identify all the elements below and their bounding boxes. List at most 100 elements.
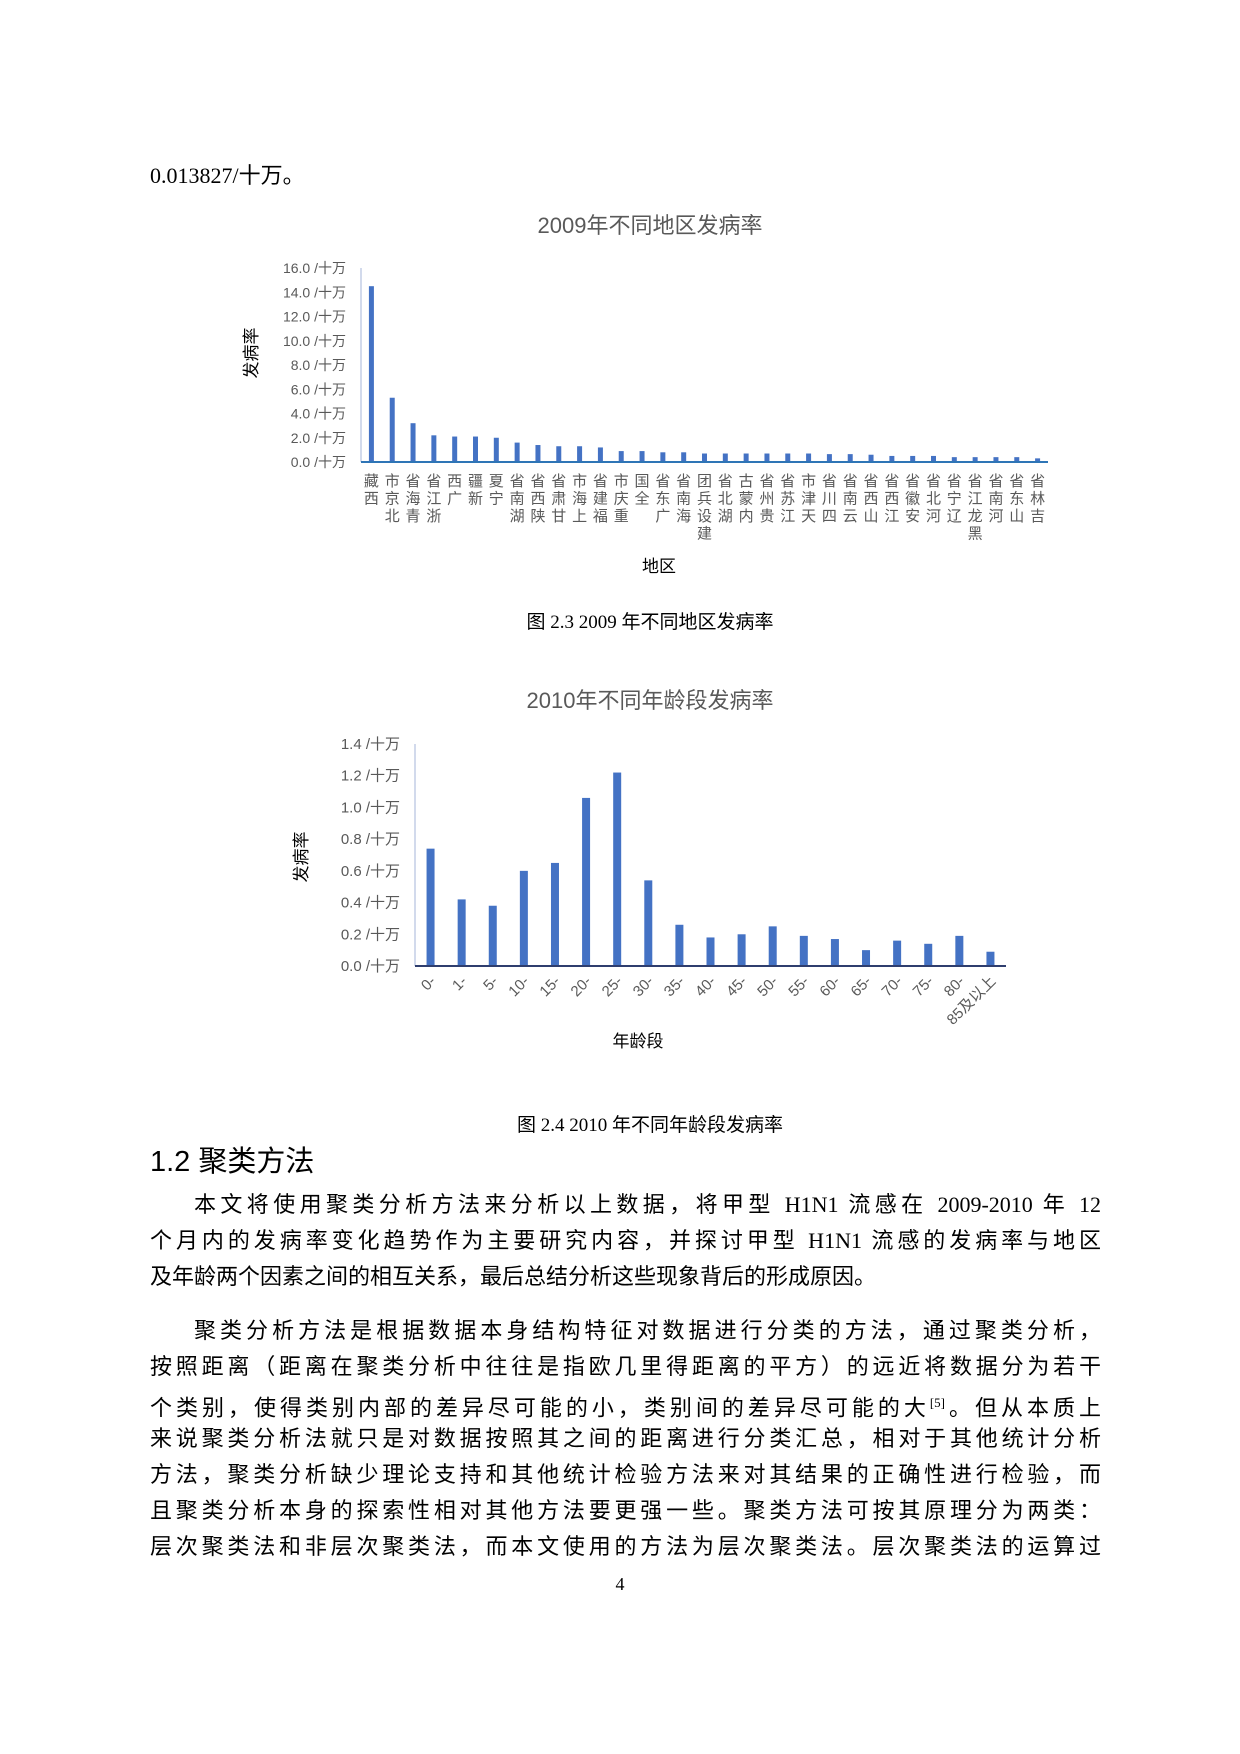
x-tick-label: 夏宁 (489, 473, 504, 508)
section-heading: 1.2 聚类方法 (150, 1146, 315, 1178)
paragraph-2-line: 层次聚类法和非层次聚类法，而本文使用的方法为层次聚类法。层次聚类法的运算过 (150, 1534, 1101, 1559)
bar (785, 453, 791, 462)
x-tick-label: 省海青 (406, 473, 421, 525)
paragraph-2-line: 方法，聚类分析缺少理论支持和其他统计检验方法来对其结果的正确性进行检验，而 (150, 1462, 1101, 1487)
bar (389, 397, 395, 462)
y-tick-label: 0.6 /十万 (341, 863, 400, 880)
y-tick-label: 1.4 /十万 (341, 736, 400, 753)
x-tick-label: 35- (661, 973, 688, 1000)
bar (473, 436, 478, 462)
bar (618, 451, 624, 462)
y-tick-label: 0.8 /十万 (341, 831, 400, 848)
bar (951, 457, 957, 462)
bar (955, 935, 964, 966)
bar (519, 870, 528, 966)
y-tick-label: 8.0 /十万 (291, 357, 346, 373)
figure-caption-2-3: 图 2.3 2009 年不同地区发病率 (526, 612, 774, 633)
x-tick-label: 省西山 (864, 473, 879, 525)
x-tick-label: 市庆重 (614, 473, 629, 525)
x-tick-label: 10- (505, 973, 532, 1000)
x-tick-label: 省肃甘 (551, 473, 566, 525)
bar (1035, 458, 1041, 462)
bar (535, 445, 541, 462)
x-tick-label: 藏西 (364, 473, 379, 508)
bar (806, 453, 812, 462)
bar (613, 772, 622, 966)
y-axis-title: 发病率 (292, 832, 311, 883)
bar (681, 452, 687, 462)
x-tick-label: 市京北 (385, 473, 400, 525)
bar (1014, 457, 1020, 462)
bar (893, 940, 902, 966)
figure-caption-2-4: 图 2.4 2010 年不同年龄段发病率 (516, 1115, 783, 1136)
bar (582, 797, 591, 966)
x-tick-label: 70- (879, 973, 906, 1000)
x-tick-label: 50- (754, 973, 781, 1000)
y-tick-label: 16.0 /十万 (283, 260, 346, 276)
x-tick-label: 1- (449, 973, 470, 994)
x-axis-title: 年龄段 (613, 1032, 664, 1051)
page-number: 4 (615, 1574, 625, 1594)
x-tick-label: 西广 (447, 473, 462, 508)
x-tick-label: 省江龙黑 (968, 473, 983, 543)
x-tick-label: 省西江 (884, 473, 899, 525)
y-tick-label: 12.0 /十万 (283, 309, 346, 325)
bar (737, 934, 746, 966)
y-tick-label: 0.2 /十万 (341, 926, 400, 943)
x-tick-label: 省宁辽 (947, 473, 962, 525)
bar (768, 926, 777, 966)
bar (799, 935, 808, 966)
x-tick-label: 省南云 (843, 473, 858, 525)
bar (868, 454, 874, 462)
bar (410, 423, 416, 462)
y-tick-label: 6.0 /十万 (291, 381, 346, 397)
x-tick-label: 省东广 (655, 473, 670, 525)
paragraph-text: 。但从本质上 (945, 1395, 1101, 1421)
x-axis-title: 地区 (642, 557, 676, 576)
bar (644, 880, 653, 966)
bar (660, 452, 666, 462)
y-tick-label: 14.0 /十万 (283, 284, 346, 300)
x-tick-label: 省林吉 (1030, 473, 1045, 525)
bar (931, 455, 936, 462)
bar (452, 436, 458, 462)
x-tick-label: 55- (785, 973, 812, 1000)
x-tick-label: 45- (723, 973, 750, 1000)
x-tick-label: 省南湖 (510, 473, 525, 525)
paragraph-2-line: 来说聚类分析法就只是对数据按照其之间的距离进行分类汇总，相对于其他统计分析 (150, 1426, 1101, 1451)
x-tick-label: 省徽安 (905, 473, 920, 525)
x-tick-label: 省北河 (926, 473, 941, 525)
bar (426, 848, 435, 966)
bar (577, 446, 583, 462)
x-tick-label: 市海上 (572, 473, 587, 525)
x-tick-label: 省北湖 (718, 473, 733, 525)
bar (743, 453, 749, 462)
x-tick-label: 疆新 (468, 473, 483, 508)
bar (862, 950, 871, 966)
paragraph-text: 个类别，使得类别内部的差异尽可能的小，类别间的差异尽可能的大 (150, 1395, 930, 1421)
x-tick-label: 古蒙内 (739, 473, 754, 525)
bar (457, 899, 466, 966)
x-tick-label: 省苏江 (780, 473, 795, 525)
y-tick-label: 1.2 /十万 (341, 768, 400, 785)
y-tick-label: 0.4 /十万 (341, 895, 400, 912)
y-tick-label: 4.0 /十万 (291, 406, 346, 422)
x-tick-label: 省川四 (822, 473, 837, 525)
x-tick-label: 市津天 (801, 473, 816, 525)
bar (514, 442, 520, 462)
x-tick-label: 省建福 (593, 473, 608, 525)
paragraph-1-line: 本文将使用聚类分析方法来分析以上数据，将甲型 H1N1 流感在 2009-201… (194, 1192, 1101, 1217)
paragraph-1-line: 个月内的发病率变化趋势作为主要研究内容，并探讨甲型 H1N1 流感的发病率与地区 (150, 1228, 1101, 1253)
x-tick-label: 20- (568, 973, 595, 1000)
paragraph-2-line: 个类别，使得类别内部的差异尽可能的小，类别间的差异尽可能的大[5]。但从本质上 (150, 1390, 1101, 1421)
bar (830, 939, 839, 966)
x-tick-label: 省西陕 (530, 473, 545, 525)
citation-ref[interactable]: [5] (929, 1395, 946, 1410)
x-tick-label: 国全 (635, 473, 650, 508)
bar (431, 435, 437, 462)
x-tick-label: 60- (816, 973, 843, 1000)
bar (488, 905, 497, 966)
bar (826, 454, 832, 462)
bar (368, 286, 374, 462)
